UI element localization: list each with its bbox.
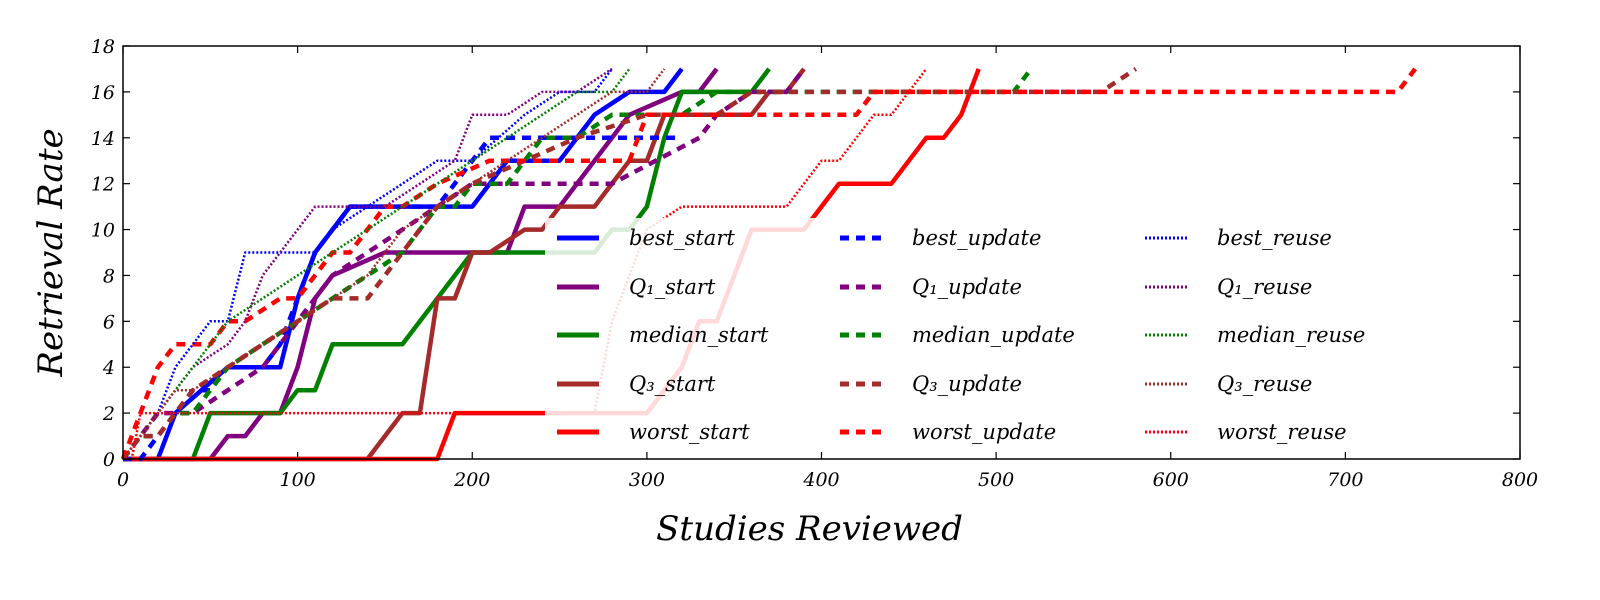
y-tick-label: 14 (91, 128, 115, 150)
y-tick-label: 8 (103, 265, 115, 287)
legend-label: median_update (912, 323, 1075, 347)
y-tick-label: 6 (103, 311, 115, 333)
x-tick-label: 600 (1153, 469, 1189, 491)
legend-label: worst_update (912, 420, 1056, 444)
series-line-median-reuse (122, 68, 631, 460)
x-tick-label: 300 (629, 469, 665, 491)
y-tick-label: 12 (91, 174, 115, 196)
legend-background (545, 218, 1385, 450)
y-axis-title: Retrieval Rate (31, 128, 71, 377)
x-tick-label: 200 (453, 469, 490, 491)
legend-label: Q₃_update (912, 372, 1022, 396)
y-tick-label: 16 (91, 82, 115, 104)
y-tick-label: 10 (91, 220, 115, 242)
axis-ticks: 0 100 200 300 400 500 600 700 800 0 2 4 6 8 10 12 14 16 18 (91, 36, 1538, 491)
y-tick-label: 18 (91, 36, 115, 58)
series-line-best-reuse (122, 68, 613, 460)
x-tick-label: 0 (117, 469, 129, 491)
series-line-worst-update (120, 67, 1417, 460)
x-tick-label: 500 (978, 469, 1014, 491)
legend: best_start Q₁_start median_start Q₃_startwo… (545, 218, 1385, 450)
legend-label: best_reuse (1217, 226, 1332, 250)
x-tick-label: 100 (279, 469, 315, 491)
series-line-worst-reuse (123, 68, 928, 461)
series-line-q-1-reuse (122, 67, 613, 460)
legend-label: median_start (629, 323, 769, 347)
y-tick-label: 0 (103, 449, 115, 471)
legend-label: median_reuse (1217, 323, 1365, 347)
legend-label: best_update (912, 226, 1041, 250)
legend-label: Q₃_start (629, 372, 716, 396)
legend-label: best_start (629, 226, 735, 250)
y-tick-label: 4 (102, 357, 115, 379)
legend-label: Q₁_reuse (1217, 275, 1312, 299)
x-tick-label: 800 (1502, 469, 1538, 491)
y-tick-label: 2 (102, 403, 115, 425)
x-tick-label: 700 (1327, 469, 1363, 491)
legend-label: Q₁_update (912, 275, 1022, 299)
legend-label: Q₃_reuse (1217, 372, 1312, 396)
series-line-q-3-reuse (122, 68, 666, 460)
legend-label: worst_reuse (1217, 420, 1347, 444)
x-tick-label: 400 (802, 469, 839, 491)
legend-label: Q₁_start (629, 275, 716, 299)
legend-label: worst_start (629, 420, 750, 444)
x-axis-title: Studies Reviewed (656, 509, 963, 549)
